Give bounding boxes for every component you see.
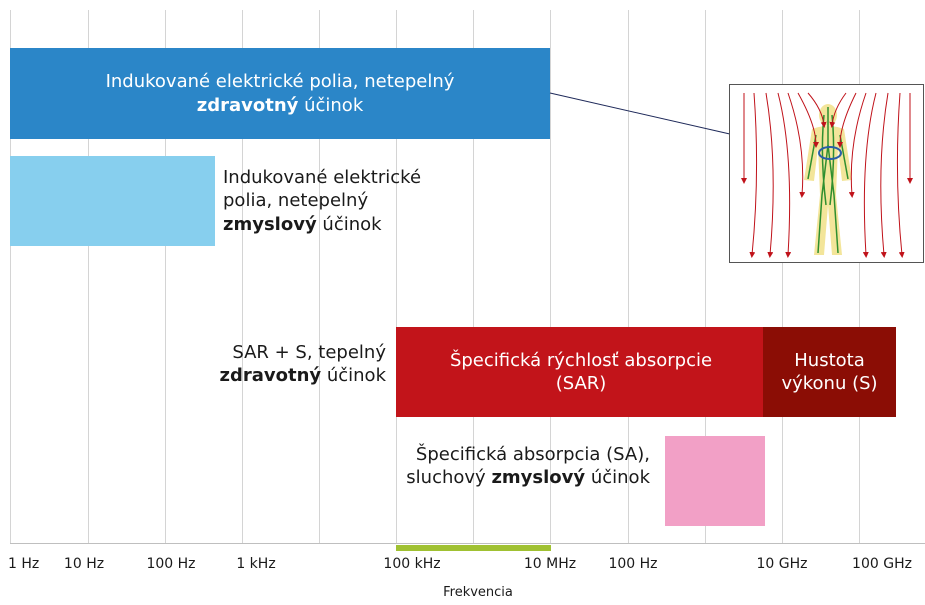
tick-label: 100 Hz [146,556,196,572]
grid-line [628,10,629,543]
x-axis-title: Frekvencia [443,585,513,600]
tick-label: 100 Hz [608,556,658,572]
sensory-effect-label: Indukované elektrické polia, netepelný z… [223,167,422,235]
grid-line [396,10,397,543]
tick-label: 100 kHz [383,556,441,572]
bar-text: výkonu (S) [781,373,878,394]
induced-health-effect-bar: Indukované elektrické polia, netepelný z… [10,48,550,139]
tick-label: 10 GHz [756,556,808,572]
bar-text: Špecifická rýchlosť absorpcie [449,349,713,371]
power-density-bar: Hustota výkonu (S) [763,327,896,417]
thermal-effect-label: SAR + S, tepelný zdravotný účinok [219,342,386,387]
bar-text: (SAR) [555,373,607,394]
grid-line [473,10,474,543]
grid-line [550,10,551,543]
bar-text: zdravotný účinok [196,94,364,116]
grid-line [10,10,11,543]
sa-bar [665,436,765,526]
induced-sensory-effect-bar [10,156,215,246]
grid-line [165,10,166,543]
grid-line [319,10,320,543]
grid-line [705,10,706,543]
tick-label: 10 Hz [63,556,105,572]
grid-line [88,10,89,543]
grid-line [859,10,860,543]
tick-label: 1 Hz [8,556,40,572]
bar-text: Hustota [794,349,865,371]
x-axis-line [10,543,925,544]
grid-line [782,10,783,543]
tick-label: 1 kHz [236,556,276,572]
highlight-band [396,545,551,551]
grid-line [242,10,243,543]
sa-effect-label: Špecifická absorpcia (SA), sluchový zmys… [406,444,650,489]
sar-bar: Špecifická rýchlosť absorpcie (SAR) [396,327,766,417]
bar-text: Indukované elektrické polia, netepelný [105,71,455,93]
body-field-illustration [729,84,924,263]
tick-label: 100 GHz [852,556,912,572]
tick-label: 10 MHz [523,556,577,572]
field-lines-icon [741,92,913,258]
